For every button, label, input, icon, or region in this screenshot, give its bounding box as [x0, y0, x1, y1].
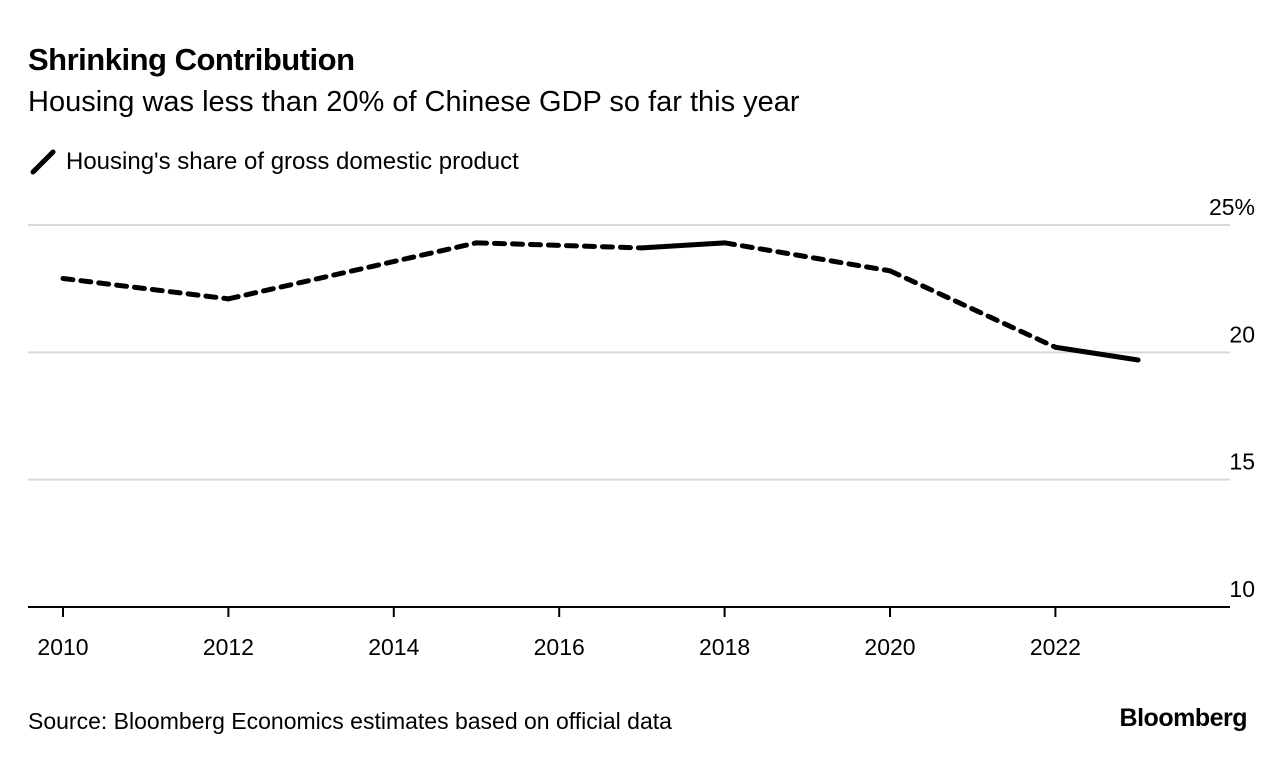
legend-line-icon: [30, 149, 56, 175]
series-segment: [1052, 344, 1141, 363]
bloomberg-logo: Bloomberg: [1119, 704, 1248, 732]
x-tick-label: 2012: [203, 634, 254, 660]
x-tick-label: 2022: [1030, 634, 1081, 660]
chart-subtitle: Housing was less than 20% of Chinese GDP…: [28, 86, 800, 118]
series-segment: [722, 240, 893, 274]
y-tick-label: 10: [1229, 576, 1255, 602]
x-tick-label: 2018: [699, 634, 750, 660]
x-tick-label: 2010: [37, 634, 88, 660]
y-tick-label: 15: [1229, 449, 1255, 475]
legend-label: Housing's share of gross domestic produc…: [66, 148, 519, 175]
x-tick-label: 2016: [534, 634, 585, 660]
series-segment: [474, 240, 645, 251]
chart-title: Shrinking Contribution: [28, 42, 355, 77]
y-tick-label: 25%: [1209, 194, 1255, 220]
series-segment: [887, 268, 1058, 350]
series-segment: [225, 240, 479, 302]
series-segment: [60, 275, 231, 302]
y-tick-label: 20: [1229, 321, 1255, 347]
source-note: Source: Bloomberg Economics estimates ba…: [28, 708, 672, 734]
series-segment: [639, 240, 728, 251]
x-tick-label: 2014: [368, 634, 419, 660]
legend: Housing's share of gross domestic produc…: [30, 148, 519, 176]
x-tick-label: 2020: [864, 634, 915, 660]
